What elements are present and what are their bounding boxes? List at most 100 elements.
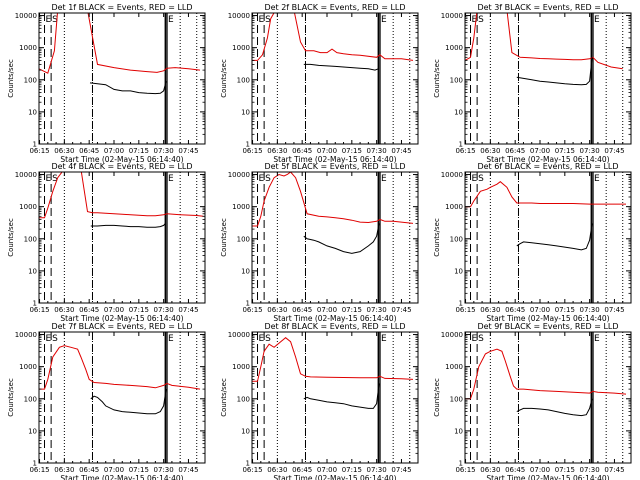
series-group xyxy=(252,13,414,71)
x-tick-label: 07:45 xyxy=(391,306,411,314)
x-tick-label: 07:15 xyxy=(555,306,575,314)
y-tick-label: 1 xyxy=(33,460,37,468)
x-tick-label: 07:30 xyxy=(154,306,174,314)
marker-label: E xyxy=(381,174,387,184)
chart-title: Det 8f BLACK = Events, RED = LLD xyxy=(264,322,405,331)
marker-label: S xyxy=(265,15,271,25)
x-tick-label: 06:15 xyxy=(242,466,262,474)
y-tick-label: 10000 xyxy=(15,12,37,20)
series-line-events xyxy=(516,398,593,417)
y-tick-label: 10000 xyxy=(228,171,250,179)
x-tick-label: 06:45 xyxy=(79,466,99,474)
x-tick-label: 07:45 xyxy=(178,466,198,474)
x-tick-label: 06:45 xyxy=(292,147,312,155)
x-tick-label: 07:30 xyxy=(580,466,600,474)
series-line-events xyxy=(516,57,593,86)
series-group xyxy=(39,172,204,228)
y-axis-label: Counts/sec xyxy=(220,378,228,417)
y-tick-label: 10000 xyxy=(441,331,463,339)
y-tick-label: 100 xyxy=(24,395,37,403)
x-tick-label: 06:30 xyxy=(54,306,74,314)
y-tick-label: 1000 xyxy=(19,44,37,52)
x-axis-label: Start Time (02-May-15 06:14:40) xyxy=(60,314,183,323)
y-tick-label: 10 xyxy=(28,108,37,116)
x-tick-label: 07:45 xyxy=(178,147,198,155)
y-axis-label: Counts/sec xyxy=(433,59,441,98)
y-axis-label: Counts/sec xyxy=(220,218,228,257)
x-tick-label: 06:45 xyxy=(292,466,312,474)
series-group xyxy=(465,13,623,86)
y-tick-label: 10 xyxy=(28,427,37,435)
x-tick-label: 07:00 xyxy=(317,466,337,474)
x-tick-label: 07:00 xyxy=(104,466,124,474)
x-tick-label: 07:45 xyxy=(391,147,411,155)
y-axis-label: Counts/sec xyxy=(433,378,441,417)
x-tick-label: 07:00 xyxy=(317,306,337,314)
series-group xyxy=(465,181,626,251)
y-tick-label: 1 xyxy=(459,300,463,308)
x-axis-label: Start Time (02-May-15 06:14:40) xyxy=(273,155,396,164)
x-axis-label: Start Time (02-May-15 06:14:40) xyxy=(60,155,183,164)
y-axis-label: Counts/sec xyxy=(7,59,15,98)
x-tick-label: 07:30 xyxy=(367,306,387,314)
x-tick-label: 07:45 xyxy=(604,147,624,155)
x-tick-label: 06:15 xyxy=(455,306,475,314)
x-axis-label: Start Time (02-May-15 06:14:40) xyxy=(486,474,609,480)
marker-label: E xyxy=(381,334,387,344)
y-tick-label: 10000 xyxy=(441,12,463,20)
x-tick-label: 07:30 xyxy=(154,466,174,474)
x-tick-label: 07:00 xyxy=(530,466,550,474)
x-tick-label: 06:15 xyxy=(455,466,475,474)
x-tick-label: 06:30 xyxy=(480,147,500,155)
y-tick-label: 100 xyxy=(237,235,250,243)
x-tick-label: 06:15 xyxy=(242,306,262,314)
y-tick-label: 1000 xyxy=(232,363,250,371)
x-tick-label: 06:45 xyxy=(292,306,312,314)
series-line-lld xyxy=(39,13,201,74)
series-line-lld xyxy=(252,13,414,61)
x-axis-label: Start Time (02-May-15 06:14:40) xyxy=(273,314,396,323)
marker-label: S xyxy=(52,334,58,344)
series-group xyxy=(39,13,201,95)
y-tick-label: 100 xyxy=(450,235,463,243)
x-tick-label: 07:30 xyxy=(580,147,600,155)
x-tick-label: 06:15 xyxy=(29,466,49,474)
y-tick-label: 10000 xyxy=(228,331,250,339)
x-tick-label: 06:30 xyxy=(480,306,500,314)
y-tick-label: 1000 xyxy=(19,363,37,371)
series-line-lld xyxy=(252,172,414,227)
series-group xyxy=(39,345,201,415)
marker-label: S xyxy=(52,174,58,184)
x-tick-label: 07:15 xyxy=(342,147,362,155)
x-tick-label: 07:00 xyxy=(530,306,550,314)
y-tick-label: 10 xyxy=(241,427,250,435)
marker-label: E xyxy=(46,174,52,184)
marker-label: E xyxy=(594,15,600,25)
x-tick-label: 06:15 xyxy=(242,147,262,155)
x-tick-label: 06:15 xyxy=(29,306,49,314)
chart-title: Det 3f BLACK = Events, RED = LLD xyxy=(477,3,618,12)
marker-label: S xyxy=(478,15,484,25)
marker-label: E xyxy=(259,334,265,344)
series-line-events xyxy=(90,389,167,415)
marker-label: E xyxy=(168,174,174,184)
x-tick-label: 06:30 xyxy=(267,306,287,314)
chart-title: Det 2f BLACK = Events, RED = LLD xyxy=(264,3,405,12)
chart-title: Det 7f BLACK = Events, RED = LLD xyxy=(51,322,192,331)
y-tick-label: 100 xyxy=(237,395,250,403)
x-tick-label: 07:45 xyxy=(391,466,411,474)
x-tick-label: 06:30 xyxy=(54,147,74,155)
x-axis-label: Start Time (02-May-15 06:14:40) xyxy=(486,314,609,323)
marker-label: S xyxy=(478,174,484,184)
